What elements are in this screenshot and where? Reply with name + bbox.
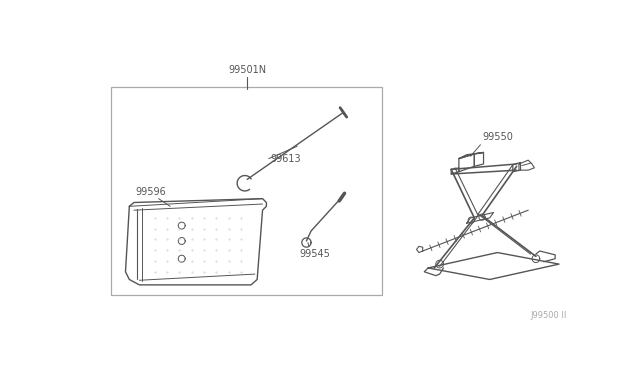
Bar <box>111 87 382 295</box>
Text: J99500 II: J99500 II <box>531 311 566 320</box>
Text: 99501N: 99501N <box>228 65 266 76</box>
Text: 99613: 99613 <box>270 154 301 164</box>
Text: 99596: 99596 <box>136 187 166 197</box>
Text: 99545: 99545 <box>300 249 330 259</box>
Text: 99550: 99550 <box>482 132 513 142</box>
